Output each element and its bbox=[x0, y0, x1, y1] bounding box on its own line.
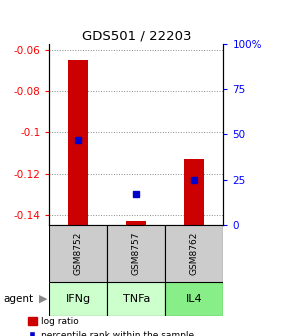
Legend: log ratio, percentile rank within the sample: log ratio, percentile rank within the sa… bbox=[28, 317, 194, 336]
Bar bbox=[49, 282, 107, 316]
Text: TNFa: TNFa bbox=[123, 294, 150, 304]
Bar bbox=[107, 225, 165, 282]
Text: IL4: IL4 bbox=[186, 294, 203, 304]
Text: IFNg: IFNg bbox=[66, 294, 91, 304]
Bar bbox=[49, 225, 107, 282]
Bar bbox=[68, 60, 88, 225]
Bar bbox=[165, 282, 223, 316]
Text: GSM8762: GSM8762 bbox=[190, 232, 199, 276]
Text: ▶: ▶ bbox=[39, 294, 48, 304]
Bar bbox=[126, 221, 146, 225]
Text: GSM8757: GSM8757 bbox=[132, 232, 141, 276]
Bar bbox=[107, 282, 165, 316]
Bar bbox=[184, 159, 204, 225]
Text: GSM8752: GSM8752 bbox=[74, 232, 83, 276]
Bar bbox=[165, 225, 223, 282]
Text: agent: agent bbox=[3, 294, 33, 304]
Title: GDS501 / 22203: GDS501 / 22203 bbox=[81, 30, 191, 43]
